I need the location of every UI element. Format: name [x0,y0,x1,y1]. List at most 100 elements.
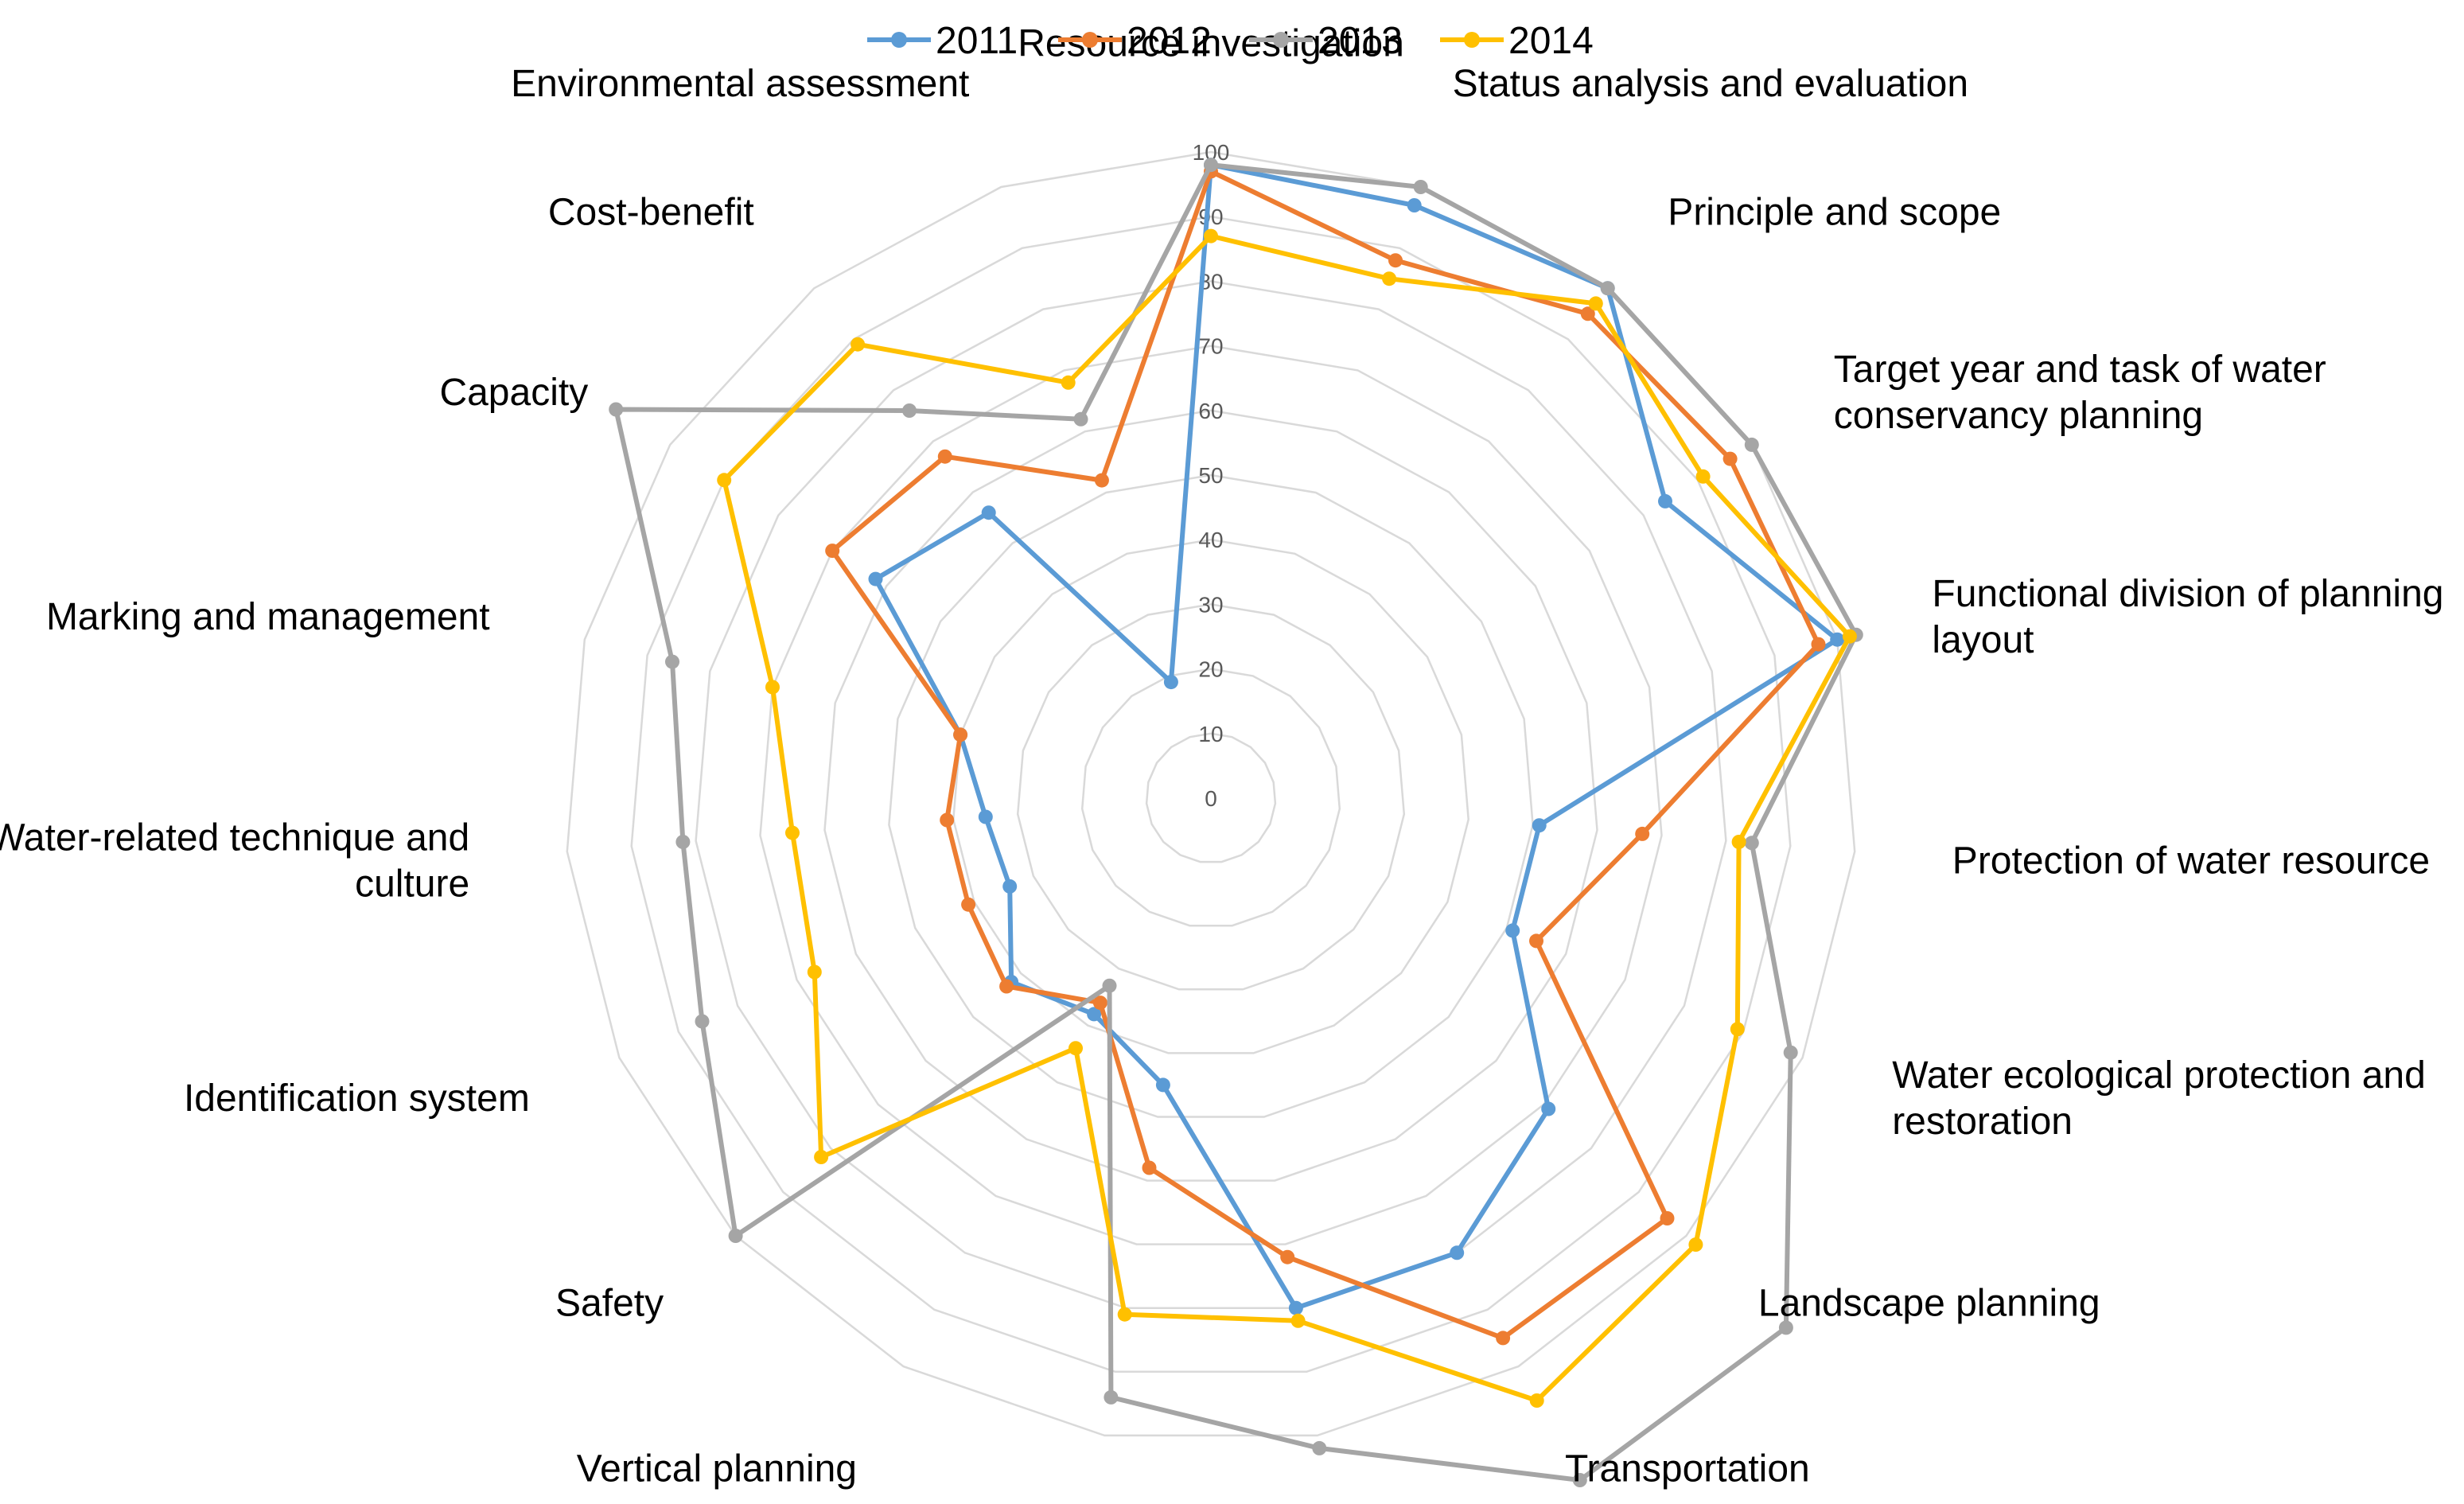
category-label: Protection of water resource [1952,840,2430,883]
series-line-2011 [873,162,1840,1311]
data-point [814,1150,829,1164]
data-point [999,979,1014,994]
data-point [1117,1307,1132,1322]
data-point [609,402,624,417]
data-series [609,158,1863,1487]
tick-label: 10 [1198,722,1223,746]
category-label: Resource investigation [1018,22,1404,64]
grid-ring-90 [630,215,1792,1373]
legend-label: 2011 [936,20,1018,62]
data-point [1407,198,1422,212]
data-point [1783,1045,1798,1060]
category-label: Marking and management [46,596,490,638]
category-labels: Resource investigation Status analysis an… [0,22,2443,1490]
series-2012 [825,164,1826,1346]
legend-marker [1082,32,1098,48]
category-label: Water-related technique and culture [0,817,469,906]
data-point [1744,437,1759,452]
data-point [937,449,952,464]
data-point [1102,978,1117,993]
data-point [1744,836,1759,851]
data-point [940,812,955,828]
category-label: Vertical planning [577,1448,857,1490]
category-label: Landscape planning [1758,1283,2100,1325]
legend-label: 2012 [1127,20,1212,62]
data-point [1830,632,1845,647]
data-point [1163,675,1178,690]
data-point [665,654,679,669]
data-point [1061,375,1076,390]
tick-label: 60 [1198,399,1223,423]
data-point [1388,253,1403,268]
data-point [1541,1101,1556,1116]
data-point [807,964,822,980]
data-point [1529,1393,1544,1408]
legend-item-2014: 2014 [1440,20,1594,62]
data-point [1073,411,1088,427]
series-2013 [609,158,1863,1487]
data-point [728,1229,743,1243]
tick-label: 40 [1198,528,1223,552]
category-label: Water ecological protection and restorati… [1892,1054,2426,1143]
legend-label: 2013 [1318,20,1403,62]
data-point [675,835,691,849]
grid-ring-40 [952,538,1469,1054]
data-point [1142,1160,1157,1175]
grid-ring-80 [695,280,1727,1309]
data-point [1382,271,1397,286]
data-point [1635,826,1650,841]
radar-grid [566,150,1856,1437]
legend-item-2012: 2012 [1058,20,1212,62]
data-point [1155,1077,1170,1093]
data-point [1731,835,1746,849]
data-point [1204,158,1218,173]
category-label: Environmental assessment [511,63,969,105]
tick-label: 30 [1198,592,1223,617]
data-point [1312,1440,1327,1455]
series-2014 [717,228,1857,1408]
legend-marker [1273,32,1289,48]
category-label: Functional division of planning layout [1932,573,2443,661]
data-point [1204,228,1218,244]
data-point [1532,818,1547,833]
data-point [978,809,993,824]
data-point [1778,1320,1793,1335]
data-point [1002,879,1018,894]
category-label: Transportation [1565,1448,1810,1490]
series-line-2012 [830,169,1821,1341]
data-point [1688,1237,1703,1252]
data-point [1290,1313,1306,1328]
tick-label: 90 [1198,205,1223,229]
category-label: Principle and scope [1668,192,2001,234]
category-label: Capacity [439,372,588,414]
data-point [1104,1389,1119,1405]
data-point [1496,1331,1511,1346]
data-point [1730,1022,1745,1037]
data-point [1588,296,1603,311]
data-point [1842,629,1857,644]
data-point [981,505,996,520]
data-point [785,825,800,840]
data-point [1450,1245,1465,1260]
data-point [1695,469,1711,484]
data-point [1505,923,1520,938]
legend: 2011 2012 2013 2014 [867,20,1594,62]
data-point [1811,637,1826,652]
category-label: Status analysis and evaluation [1453,63,1968,105]
series-2011 [868,158,1845,1315]
tick-label: 0 [1205,786,1217,811]
category-label: Safety [555,1283,664,1325]
data-point [1600,281,1615,296]
legend-item-2013: 2013 [1249,20,1403,62]
data-point [868,571,883,586]
grid-ring-60 [823,409,1598,1182]
grid-ring-20 [1080,668,1341,927]
series-line-2013 [613,162,1859,1483]
data-point [1094,473,1109,488]
category-label: Target year and task of water conservancy… [1834,349,2326,437]
data-point [825,544,840,559]
data-point [1722,451,1738,466]
data-point [1580,306,1595,321]
